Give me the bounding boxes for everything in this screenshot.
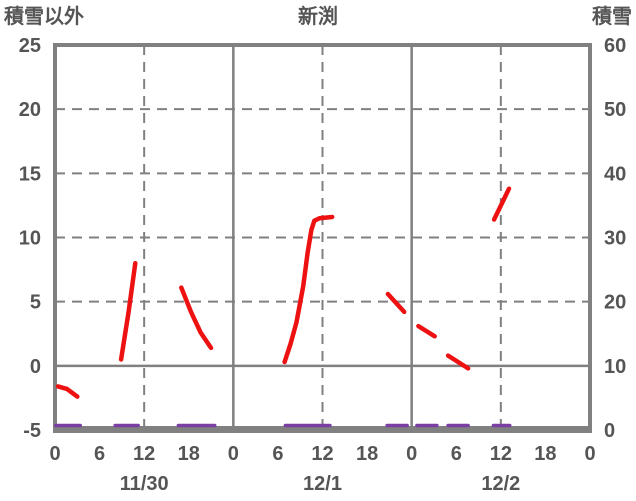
series-left-segment [282, 214, 335, 365]
left-axis-tick-label: 20 [19, 99, 41, 121]
x-axis-hour-label: 18 [534, 443, 556, 465]
right-axis-tick-label: 10 [604, 356, 626, 378]
x-axis-date-label: 12/1 [303, 473, 342, 495]
x-axis-hour-label: 0 [406, 443, 417, 465]
series-left-segment [445, 353, 471, 371]
x-axis-date-label: 12/2 [481, 473, 520, 495]
right-axis-tick-label: 50 [604, 99, 626, 121]
left-axis-tick-label: 5 [30, 292, 41, 314]
x-axis-hour-label: 6 [451, 443, 462, 465]
x-axis-hour-label: 6 [272, 443, 283, 465]
left-axis-tick-label: 0 [30, 356, 41, 378]
left-axis-tick-label: 15 [19, 163, 41, 185]
right-axis-tick-label: 0 [604, 420, 615, 442]
x-axis-hour-label: 12 [311, 443, 333, 465]
x-axis-hour-label: 0 [584, 443, 595, 465]
left-axis-tick-label: 10 [19, 228, 41, 250]
x-axis-hour-label: 18 [178, 443, 200, 465]
left-axis-tick-label: 25 [19, 35, 41, 57]
x-axis-hour-label: 12 [490, 443, 512, 465]
x-axis-hour-label: 0 [228, 443, 239, 465]
series-left-segment [118, 260, 138, 362]
right-axis-tick-label: 40 [604, 163, 626, 185]
chart-title: 新渕 [298, 6, 338, 28]
series-left-segment [385, 291, 407, 315]
right-axis-title: 積雪 [592, 6, 632, 28]
x-axis-hour-label: 12 [133, 443, 155, 465]
x-axis-hour-label: 0 [49, 443, 60, 465]
x-axis-date-label: 11/30 [120, 473, 169, 495]
x-axis-hour-label: 6 [94, 443, 105, 465]
x-axis-hour-label: 18 [356, 443, 378, 465]
series-left-segment [416, 323, 437, 339]
series-left-segment [55, 384, 80, 399]
series-left-segment [491, 186, 512, 222]
right-axis-tick-label: 60 [604, 35, 626, 57]
right-axis-tick-label: 20 [604, 292, 626, 314]
left-axis-tick-label: -5 [23, 420, 41, 442]
series-left-segment [179, 285, 214, 351]
right-axis-tick-label: 30 [604, 228, 626, 250]
left-axis-title: 積雪以外 [4, 6, 84, 28]
